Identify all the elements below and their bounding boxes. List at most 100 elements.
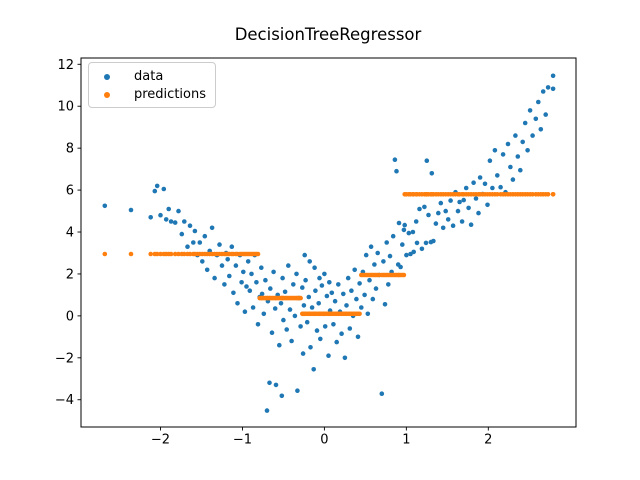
data-point bbox=[268, 286, 273, 291]
data-point bbox=[354, 296, 359, 302]
data-point bbox=[154, 183, 160, 189]
data-point bbox=[411, 249, 417, 255]
data-point bbox=[341, 291, 346, 297]
data-point bbox=[231, 290, 236, 296]
data-point bbox=[476, 210, 481, 216]
data-point bbox=[426, 212, 431, 218]
data-point bbox=[510, 177, 516, 182]
data-point bbox=[280, 275, 285, 281]
data-point bbox=[404, 252, 409, 258]
prediction-point bbox=[168, 251, 174, 257]
data-point bbox=[222, 282, 227, 287]
data-point bbox=[392, 157, 398, 162]
data-point bbox=[505, 141, 511, 147]
data-point bbox=[263, 277, 268, 283]
data-point bbox=[209, 225, 215, 231]
data-point bbox=[161, 186, 167, 192]
data-point bbox=[239, 280, 244, 285]
data-point bbox=[254, 280, 259, 285]
data-point bbox=[382, 302, 388, 307]
data-point bbox=[295, 388, 300, 394]
data-point bbox=[487, 158, 493, 163]
prediction-point bbox=[550, 192, 556, 197]
data-point bbox=[245, 259, 251, 264]
data-point bbox=[339, 331, 344, 337]
data-point bbox=[259, 291, 265, 297]
data-point bbox=[550, 73, 556, 79]
data-marker-icon bbox=[104, 74, 110, 80]
data-point bbox=[303, 277, 308, 283]
legend-label-predictions: predictions bbox=[134, 87, 206, 102]
prediction-point bbox=[158, 251, 163, 257]
data-point bbox=[187, 223, 193, 228]
data-point bbox=[300, 285, 305, 290]
data-point bbox=[443, 208, 449, 214]
data-point bbox=[261, 311, 267, 317]
data-point bbox=[289, 338, 294, 344]
data-point bbox=[158, 212, 163, 218]
data-point bbox=[390, 233, 396, 239]
data-point bbox=[336, 282, 341, 287]
data-point bbox=[329, 290, 335, 296]
y-tick-label: 0 bbox=[66, 309, 74, 324]
data-point bbox=[235, 301, 240, 306]
data-point bbox=[423, 240, 429, 246]
data-point bbox=[326, 353, 331, 359]
data-point bbox=[436, 210, 441, 216]
data-point bbox=[518, 167, 523, 173]
data-point bbox=[459, 219, 465, 224]
data-point bbox=[163, 217, 169, 222]
data-point bbox=[332, 298, 338, 304]
y-tick-label: 2 bbox=[66, 267, 74, 282]
x-tick-label: −2 bbox=[151, 433, 170, 448]
data-point bbox=[413, 219, 419, 224]
data-point bbox=[540, 89, 546, 94]
data-point bbox=[381, 259, 386, 264]
data-point bbox=[344, 303, 349, 308]
data-point bbox=[471, 180, 476, 185]
data-point bbox=[362, 292, 367, 298]
data-point bbox=[440, 225, 446, 231]
data-point bbox=[347, 326, 353, 331]
prediction-point bbox=[102, 251, 108, 257]
data-point bbox=[357, 281, 362, 286]
prediction-point bbox=[154, 251, 160, 257]
data-point bbox=[334, 339, 340, 345]
data-point bbox=[455, 208, 461, 214]
data-point bbox=[191, 240, 196, 245]
data-point bbox=[396, 220, 402, 226]
data-point bbox=[522, 120, 528, 126]
data-point bbox=[182, 219, 187, 224]
data-point bbox=[349, 288, 354, 294]
data-point bbox=[277, 342, 282, 348]
data-point bbox=[292, 313, 298, 319]
data-point bbox=[200, 259, 205, 264]
data-point bbox=[313, 288, 318, 294]
data-point bbox=[543, 112, 548, 117]
data-point bbox=[363, 252, 369, 258]
data-point bbox=[550, 86, 556, 92]
data-point bbox=[482, 181, 488, 187]
data-point bbox=[304, 319, 310, 325]
data-point bbox=[461, 197, 467, 203]
prediction-point bbox=[255, 251, 261, 257]
data-point bbox=[279, 393, 285, 399]
data-point bbox=[387, 253, 393, 259]
data-point bbox=[457, 199, 462, 205]
chart-title: DecisionTreeRegressor bbox=[234, 25, 422, 44]
data-point bbox=[269, 330, 275, 336]
data-point bbox=[513, 133, 518, 138]
data-point bbox=[448, 198, 453, 203]
data-point bbox=[406, 230, 412, 236]
predictions-marker-icon bbox=[104, 92, 110, 98]
legend-item-data: data bbox=[89, 68, 215, 86]
data-point bbox=[298, 324, 303, 329]
data-point bbox=[166, 206, 171, 212]
data-point bbox=[319, 283, 325, 288]
data-point bbox=[233, 263, 239, 268]
data-point bbox=[379, 391, 385, 397]
data-point bbox=[438, 200, 444, 206]
data-point bbox=[370, 296, 376, 302]
data-point bbox=[311, 367, 317, 372]
data-point bbox=[302, 252, 308, 258]
